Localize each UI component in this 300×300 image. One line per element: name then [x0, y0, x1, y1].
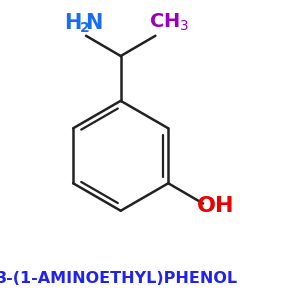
- Text: CH$_3$: CH$_3$: [149, 12, 190, 34]
- Text: H: H: [64, 14, 82, 34]
- Text: OH: OH: [197, 196, 235, 216]
- Text: N: N: [85, 14, 103, 34]
- Text: 3-(1-AMINOETHYL)PHENOL: 3-(1-AMINOETHYL)PHENOL: [0, 271, 238, 286]
- Text: 2: 2: [80, 21, 89, 34]
